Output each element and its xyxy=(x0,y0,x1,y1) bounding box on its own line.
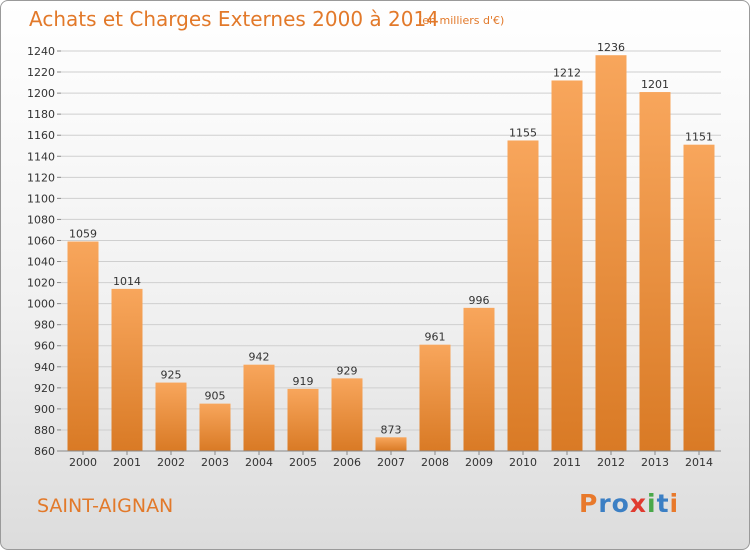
y-tick-label: 1220 xyxy=(27,66,55,79)
data-label-2006: 929 xyxy=(337,364,358,377)
bar-2011 xyxy=(551,80,583,451)
y-tick-label: 940 xyxy=(34,361,55,374)
bar-2010 xyxy=(507,140,539,451)
y-tick-label: 880 xyxy=(34,424,55,437)
bar-2013 xyxy=(639,92,671,451)
bar-2012 xyxy=(595,55,627,452)
data-labels: 1059 1014 925 905 942 919 929 873 961 996 1155 1212… xyxy=(69,41,713,436)
y-tick-label: 1040 xyxy=(27,256,55,269)
bar-2001 xyxy=(111,288,143,451)
y-tick-label: 1180 xyxy=(27,108,55,121)
bar-2005 xyxy=(287,388,319,451)
bar-2004 xyxy=(243,364,275,451)
y-tick-label: 1160 xyxy=(27,129,55,142)
chart-title: Achats et Charges Externes 2000 à 2014 xyxy=(29,7,439,31)
x-tick-label: 2002 xyxy=(157,456,185,469)
x-tick-label: 2003 xyxy=(201,456,229,469)
bar-2003 xyxy=(199,403,231,451)
bar-2006 xyxy=(331,378,363,451)
x-axis-ticks: 2000 2001 2002 2003 2004 2005 2006 2007 2008 2009… xyxy=(69,451,713,469)
y-tick-label: 1120 xyxy=(27,171,55,184)
data-label-2002: 925 xyxy=(161,369,182,382)
data-label-2013: 1201 xyxy=(641,78,669,91)
x-tick-label: 2011 xyxy=(553,456,581,469)
proxiti-logo: Proxiti xyxy=(579,489,680,518)
y-tick-label: 1140 xyxy=(27,150,55,163)
data-label-2014: 1151 xyxy=(685,131,713,144)
x-tick-label: 2010 xyxy=(509,456,537,469)
data-label-2008: 961 xyxy=(425,331,446,344)
data-label-2012: 1236 xyxy=(597,41,625,54)
x-tick-label: 2004 xyxy=(245,456,273,469)
x-tick-label: 2012 xyxy=(597,456,625,469)
y-tick-label: 900 xyxy=(34,403,55,416)
data-label-2000: 1059 xyxy=(69,228,97,241)
y-tick-label: 860 xyxy=(34,445,55,458)
bar-2007 xyxy=(375,437,407,451)
data-label-2007: 873 xyxy=(381,423,402,436)
x-tick-label: 2007 xyxy=(377,456,405,469)
bar-2014 xyxy=(683,144,715,451)
x-tick-label: 2006 xyxy=(333,456,361,469)
data-label-2011: 1212 xyxy=(553,66,581,79)
bar-2008 xyxy=(419,344,451,451)
bar-2002 xyxy=(155,382,187,451)
y-tick-label: 1200 xyxy=(27,87,55,100)
bar-2000 xyxy=(67,241,99,451)
y-tick-label: 960 xyxy=(34,340,55,353)
x-tick-label: 2014 xyxy=(685,456,713,469)
location-label: SAINT-AIGNAN xyxy=(37,495,174,517)
data-label-2003: 905 xyxy=(205,390,226,403)
chart-subtitle: (en milliers d'€) xyxy=(418,14,505,27)
x-tick-label: 2008 xyxy=(421,456,449,469)
y-tick-label: 1240 xyxy=(27,45,55,58)
x-tick-label: 2000 xyxy=(69,456,97,469)
y-tick-label: 1000 xyxy=(27,298,55,311)
y-tick-label: 1020 xyxy=(27,277,55,290)
y-tick-label: 1100 xyxy=(27,192,55,205)
data-label-2005: 919 xyxy=(293,375,314,388)
y-tick-label: 980 xyxy=(34,319,55,332)
bar-2009 xyxy=(463,307,495,451)
y-tick-label: 1080 xyxy=(27,213,55,226)
x-tick-label: 2001 xyxy=(113,456,141,469)
x-tick-label: 2005 xyxy=(289,456,317,469)
data-label-2010: 1155 xyxy=(509,126,537,139)
y-tick-label: 920 xyxy=(34,382,55,395)
data-label-2001: 1014 xyxy=(113,275,141,288)
x-tick-label: 2009 xyxy=(465,456,493,469)
x-tick-label: 2013 xyxy=(641,456,669,469)
bars xyxy=(67,55,715,452)
y-axis-ticks: 860 880 900 920 940 960 980 1000 1020 1040 1060 108… xyxy=(27,45,61,458)
data-label-2009: 996 xyxy=(469,294,490,307)
data-label-2004: 942 xyxy=(249,351,270,364)
y-tick-label: 1060 xyxy=(27,234,55,247)
